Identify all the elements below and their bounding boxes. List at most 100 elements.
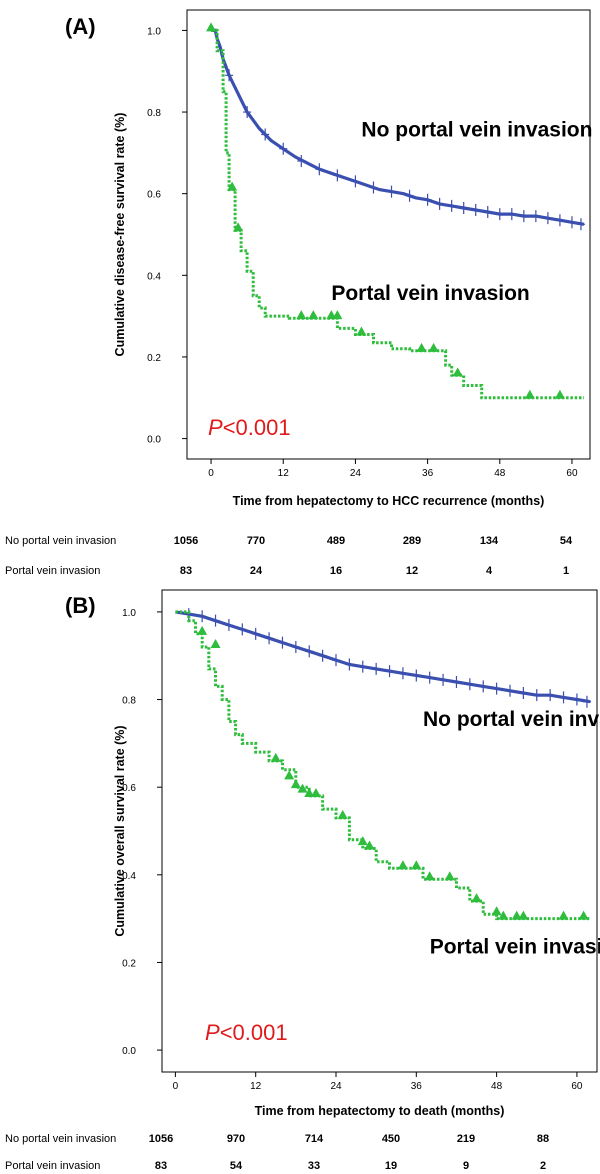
censor-tick	[492, 682, 501, 695]
censor-triangle	[397, 860, 408, 870]
censor-tick	[567, 216, 576, 229]
censor-tick	[546, 689, 555, 702]
censor-triangle	[206, 22, 217, 32]
censor-tick	[423, 193, 432, 206]
x-tick-label: 12	[278, 468, 290, 479]
at-risk-count: 24	[250, 565, 263, 577]
censor-tick	[198, 610, 207, 623]
censor-tick	[243, 106, 252, 119]
at-risk-count: 83	[180, 565, 192, 577]
at-risk-row-label: No portal vein invasion	[5, 1133, 116, 1145]
censor-tick	[291, 640, 300, 653]
at-risk-row-label: Portal vein invasion	[5, 1160, 100, 1172]
censor-tick	[531, 210, 540, 223]
at-risk-count: 1056	[174, 535, 198, 547]
at-risk-count: 83	[155, 1160, 167, 1172]
survival-curve	[211, 28, 584, 400]
series-label: No portal vein invasion	[361, 119, 592, 142]
x-tick-label: 60	[566, 468, 578, 479]
survival-curve	[175, 610, 591, 921]
censor-tick	[279, 142, 288, 155]
censor-triangle	[227, 181, 238, 191]
censor-tick	[405, 189, 414, 202]
censor-tick	[495, 208, 504, 221]
x-tick-label: 24	[330, 1081, 342, 1092]
censor-tick	[345, 658, 354, 671]
censor-triangle	[357, 836, 368, 846]
censor-tick	[559, 691, 568, 704]
at-risk-count: 16	[330, 565, 342, 577]
at-risk-count: 19	[385, 1160, 397, 1172]
censor-tick	[582, 695, 591, 708]
censor-triangle	[511, 910, 522, 920]
censor-triangle	[304, 787, 315, 797]
censor-tick	[251, 627, 260, 640]
censor-tick	[305, 645, 314, 658]
panel-label: (B)	[65, 593, 96, 618]
x-tick-label: 36	[411, 1081, 423, 1092]
y-axis-title: Cumulative overall survival rate (%)	[113, 725, 127, 936]
y-tick-label: 0.6	[122, 783, 136, 794]
censor-tick	[532, 689, 541, 702]
survival-curve	[211, 28, 585, 226]
censor-triangle	[233, 222, 244, 232]
y-tick-label: 0.2	[147, 353, 161, 364]
series-no-portal-vein-invasion: No portal vein invasion	[175, 608, 600, 731]
at-risk-count: 33	[308, 1160, 320, 1172]
censor-triangle	[554, 389, 565, 399]
censor-tick	[576, 218, 585, 231]
censor-triangle	[518, 910, 529, 920]
y-tick-label: 1.0	[122, 608, 136, 619]
x-tick-label: 0	[173, 1081, 179, 1092]
censor-tick	[265, 632, 274, 645]
x-axis-title: Time from hepatectomy to HCC recurrence …	[233, 494, 545, 508]
at-risk-count: 134	[480, 535, 499, 547]
censor-tick	[506, 684, 514, 697]
at-risk-count: 714	[305, 1133, 324, 1145]
censor-tick	[543, 212, 552, 225]
censor-tick	[572, 693, 581, 706]
censor-triangle	[364, 840, 375, 850]
panel-a: (A) 0.0 0.2 0.4 0.6 0.8 1.0 0 12 24 36 48 60 Time fro…	[5, 9, 592, 577]
censor-triangle	[524, 389, 535, 399]
x-tick-label: 60	[571, 1081, 583, 1092]
y-axis-title: Cumulative disease-free survival rate (%…	[113, 113, 127, 357]
censor-triangle	[297, 783, 308, 793]
censor-tick	[519, 686, 528, 699]
censor-tick	[452, 676, 461, 689]
p-value: P<0.001	[205, 1020, 288, 1045]
censor-tick	[315, 163, 324, 176]
series-no-portal-vein-invasion: No portal vein invasion	[211, 28, 592, 231]
censor-triangle	[444, 871, 455, 881]
censor-triangle	[356, 326, 367, 336]
censor-tick	[465, 678, 474, 691]
at-risk-count: 450	[382, 1133, 400, 1145]
at-risk-count: 1056	[149, 1133, 173, 1145]
censor-tick	[447, 199, 456, 212]
at-risk-count: 2	[540, 1160, 546, 1172]
censor-tick	[261, 128, 270, 141]
at-risk-count: 1	[563, 565, 569, 577]
series-portal-vein-invasion: Portal vein invasion	[175, 610, 600, 959]
at-risk-count: 219	[457, 1133, 475, 1145]
series-portal-vein-invasion: Portal vein invasion	[206, 22, 584, 400]
censor-triangle	[197, 625, 208, 635]
y-tick-label: 0.6	[147, 190, 161, 201]
series-label: Portal vein invasion	[331, 282, 529, 305]
x-tick-label: 36	[422, 468, 434, 479]
censor-tick	[435, 197, 444, 210]
censor-tick	[372, 662, 381, 675]
survival-curve	[175, 610, 591, 704]
x-tick-label: 24	[350, 468, 362, 479]
panel-b: (B) 0.0 0.2 0.4 0.6 0.8 1.0 0 12 24 36 48 60 Time fro…	[5, 589, 600, 1172]
at-risk-row-label: Portal vein invasion	[5, 565, 100, 577]
censor-triangle	[210, 638, 221, 648]
plot-frame	[161, 589, 598, 1073]
p-value: P<0.001	[208, 415, 291, 440]
censor-tick	[471, 204, 480, 217]
censor-triangle	[452, 367, 463, 377]
censor-tick	[483, 206, 492, 219]
series-label: Portal vein invasion	[430, 936, 600, 959]
censor-triangle	[290, 779, 301, 789]
